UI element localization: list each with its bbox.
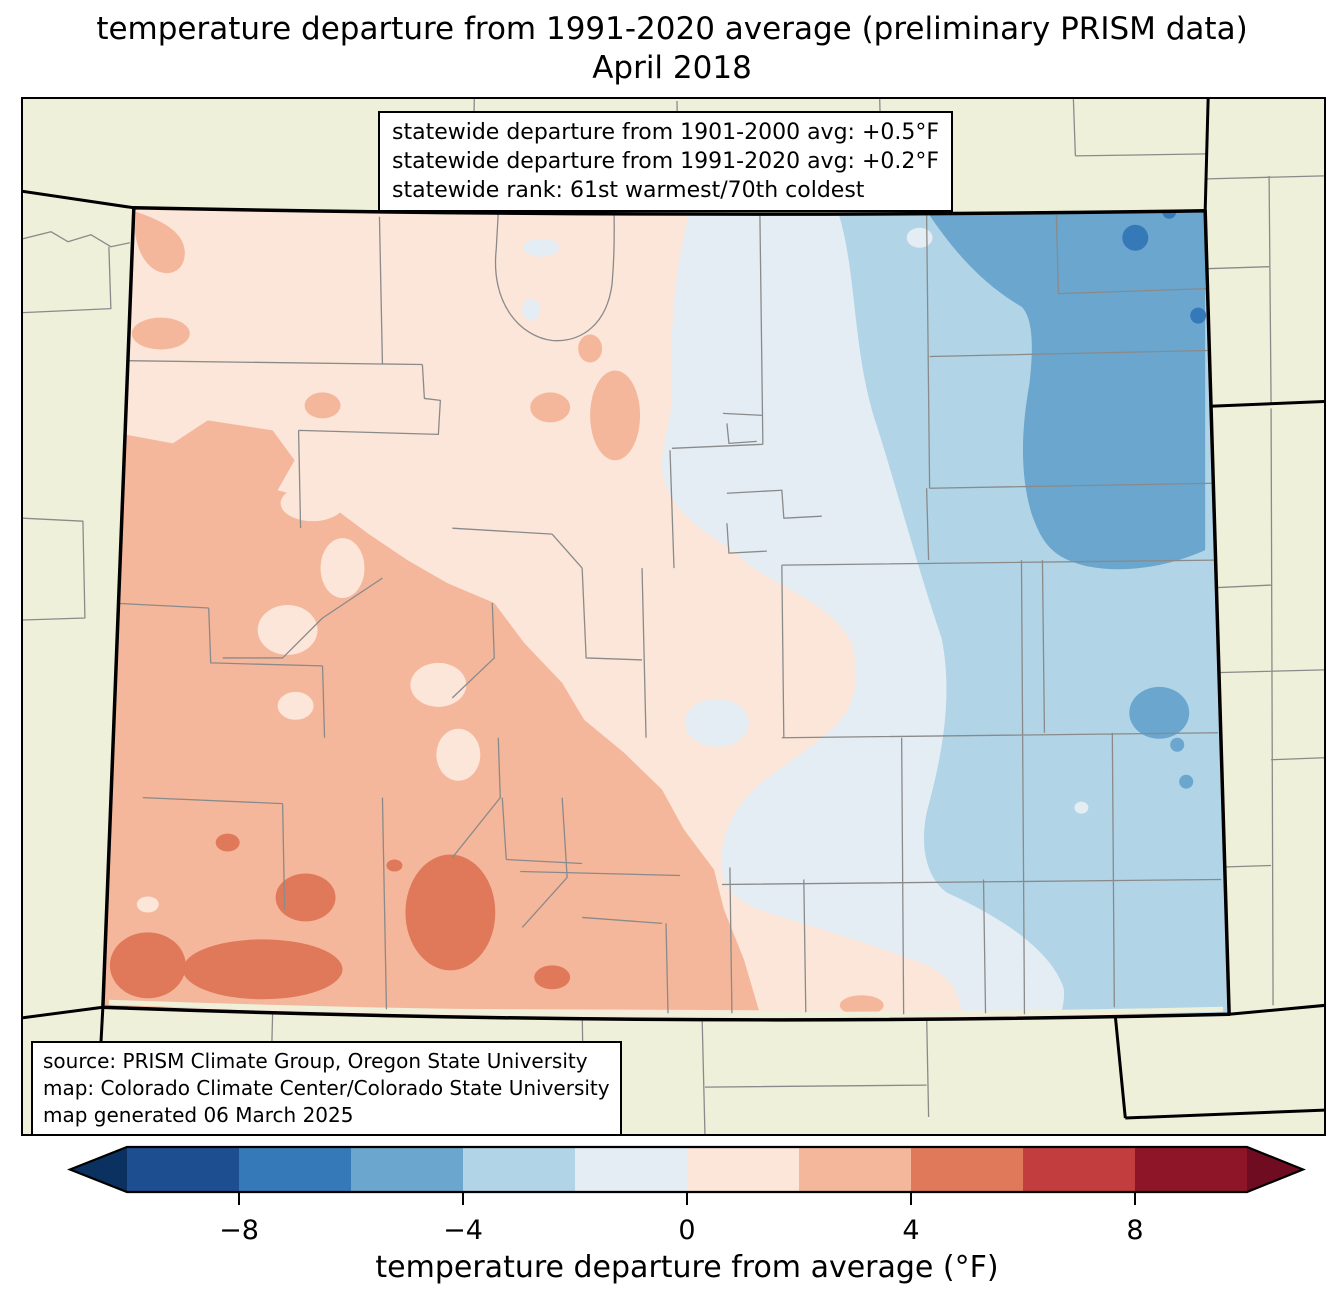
colorado-fill-layers xyxy=(102,207,1230,1020)
warm-hole xyxy=(410,662,467,707)
region-m6-to-m4F-spot xyxy=(1179,774,1194,789)
colorbar-bin xyxy=(911,1147,1024,1192)
region-m6-to-m4F-northeast xyxy=(926,210,1206,570)
region-4-to-6F-blob xyxy=(275,873,336,922)
region-2-to-4F-patch xyxy=(590,370,641,461)
warm-hole xyxy=(280,485,345,522)
region-m8-to-m6F-spot xyxy=(1190,307,1207,324)
source-attribution-box: source: PRISM Climate Group, Oregon Stat… xyxy=(31,1041,622,1136)
south-border-gap xyxy=(108,999,1224,1017)
region-4-to-6F-blob xyxy=(182,939,343,1000)
region-4-to-6F-blob xyxy=(405,854,496,971)
stats-line-1901-2000: statewide departure from 1901-2000 avg: … xyxy=(392,120,940,145)
region-2-to-4F-southwest xyxy=(102,420,759,1011)
cool-pocket xyxy=(726,520,753,541)
figure-title-line2: April 2018 xyxy=(592,50,752,86)
region-m6-to-m4F-east-pocket xyxy=(1129,686,1190,739)
colorbar-ticks: −8 −4 0 4 8 xyxy=(219,1192,1144,1246)
colorbar-bin xyxy=(799,1147,912,1192)
state-lines-neighbors xyxy=(23,99,1324,1134)
colorbar-under-arrow xyxy=(70,1147,127,1192)
warm-hole xyxy=(436,728,481,781)
colorbar-segments xyxy=(67,1145,1306,1194)
source-line: source: PRISM Climate Group, Oregon Stat… xyxy=(43,1049,588,1073)
region-2-to-4F-patch xyxy=(134,211,185,274)
region-4-to-6F-blob xyxy=(386,859,403,872)
colorbar: −8 −4 0 4 8 temperature departure from avera… xyxy=(67,1145,1306,1285)
region-m6-to-m4F-spot xyxy=(1170,737,1185,752)
cool-pocket xyxy=(1074,801,1089,814)
cool-pocket xyxy=(742,468,807,493)
statewide-stats-box: statewide departure from 1901-2000 avg: … xyxy=(378,111,954,212)
cool-pocket xyxy=(684,698,749,747)
warm-hole xyxy=(257,605,318,655)
region-m8-to-m6F-spot xyxy=(1122,224,1149,251)
colorbar-bin xyxy=(239,1147,352,1192)
colorado-anomaly-map xyxy=(23,99,1324,1134)
region-4-to-6F-blob xyxy=(109,932,186,999)
figure-title: temperature departure from 1991-2020 ave… xyxy=(0,10,1344,88)
warm-hole xyxy=(136,896,159,913)
colorbar-tick-label: −4 xyxy=(443,1215,483,1246)
cool-pocket xyxy=(906,227,933,248)
colorbar-tick-label: 4 xyxy=(902,1215,919,1246)
colorbar-bin xyxy=(127,1147,240,1192)
region-2-to-4F-patch xyxy=(131,317,190,350)
county-lines-colorado xyxy=(110,212,1222,1015)
colorbar-tick-label: 0 xyxy=(678,1215,695,1246)
colorbar-bin xyxy=(575,1147,688,1192)
cool-pocket xyxy=(523,238,560,257)
colorbar-bin xyxy=(687,1147,800,1192)
map-panel xyxy=(21,97,1326,1136)
colorbar-tick-label: −8 xyxy=(219,1215,259,1246)
warm-hole xyxy=(277,691,314,720)
colorbar-over-arrow xyxy=(1247,1147,1303,1192)
figure-title-line1: temperature departure from 1991-2020 ave… xyxy=(96,11,1248,47)
colorbar-bin xyxy=(351,1147,464,1192)
region-4-to-6F-blob xyxy=(534,965,571,990)
colorado-state-border xyxy=(101,206,1231,1022)
cool-pocket xyxy=(522,298,541,321)
colorbar-area: −8 −4 0 4 8 temperature departure from avera… xyxy=(0,1139,1344,1299)
colorbar-bin xyxy=(1023,1147,1136,1192)
colorbar-axis-label: temperature departure from average (°F) xyxy=(375,1250,998,1285)
stats-line-rank: statewide rank: 61st warmest/70th coldes… xyxy=(392,178,865,203)
generated-date-line: map generated 06 March 2025 xyxy=(43,1103,354,1127)
warm-hole xyxy=(320,538,365,599)
colorbar-bin xyxy=(1135,1147,1248,1192)
colorbar-outline xyxy=(67,1145,1306,1194)
region-2-to-4F-patch xyxy=(304,392,341,419)
region-2-to-4F-patch xyxy=(530,392,571,423)
stats-line-1991-2020: statewide departure from 1991-2020 avg: … xyxy=(392,149,940,174)
region-2-to-4F-patch xyxy=(839,995,884,1016)
colorbar-tick-label: 8 xyxy=(1126,1215,1143,1246)
map-credit-line: map: Colorado Climate Center/Colorado St… xyxy=(43,1076,610,1100)
region-2-to-4F-patch xyxy=(578,334,603,363)
colorbar-bin xyxy=(463,1147,576,1192)
region-4-to-6F-blob xyxy=(215,833,240,852)
